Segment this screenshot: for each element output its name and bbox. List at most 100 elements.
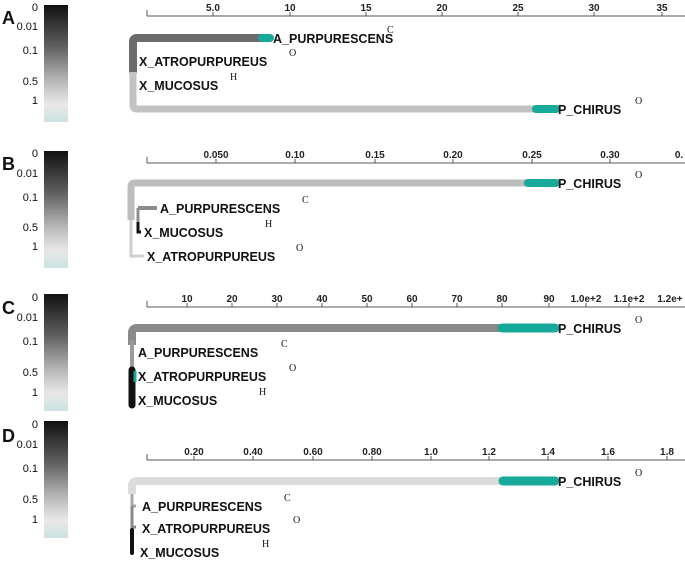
tick-label: 0.050 xyxy=(203,150,228,161)
tick-label: 0.30 xyxy=(600,150,620,161)
axis-c: 10 20 30 40 50 60 70 80 90 1.0e+2 1.1e+2… xyxy=(146,294,685,308)
tick-label: 5.0 xyxy=(206,3,220,14)
tick-label: 1.2e+ xyxy=(657,294,682,305)
tick-label: 30 xyxy=(271,294,283,305)
tick-label: 1.0e+2 xyxy=(571,294,602,305)
tick-label: 0.10 xyxy=(285,150,305,161)
tick-label: 0. xyxy=(675,150,684,161)
scale-label-0.1: 0.1 xyxy=(23,192,38,204)
tick-label: 20 xyxy=(436,3,448,14)
tick-label: 1.2 xyxy=(482,447,496,458)
scale-label-1: 1 xyxy=(32,514,38,526)
leaf-label: X_MUCOSUS xyxy=(139,79,218,93)
panel-letter-c: C xyxy=(2,298,15,318)
tick-label: 0.20 xyxy=(443,150,463,161)
tick-label: 1.1e+2 xyxy=(614,294,645,305)
tick-label: 20 xyxy=(226,294,238,305)
scale-label-0: 0 xyxy=(32,292,38,304)
leaf-label: X_ATROPURPUREUS xyxy=(147,250,275,264)
color-scale-bar xyxy=(44,151,68,268)
leaf-superscript: O xyxy=(289,48,296,59)
tree-c: P_CHIRUS O A_PURPURESCENS C X_ATROPURPUR… xyxy=(128,315,642,409)
scale-label-1: 1 xyxy=(32,241,38,253)
tick-label: 60 xyxy=(406,294,418,305)
scale-label-1: 1 xyxy=(32,95,38,107)
color-scale-c: 0 0.01 0.1 0.5 1 xyxy=(17,292,68,411)
axis-d: 0.20 0.40 0.60 0.80 1.0 1.2 1.4 1.6 1.8 xyxy=(146,447,685,461)
tree-b: P_CHIRUS O A_PURPURESCENS C X_MUCOSUS H … xyxy=(127,170,642,264)
tick-label: 0.25 xyxy=(522,150,542,161)
tick-label: 70 xyxy=(451,294,463,305)
leaf-label: P_CHIRUS xyxy=(558,103,621,117)
scale-label-0.01: 0.01 xyxy=(17,21,38,33)
branch-p-chirus xyxy=(128,324,502,345)
tick-label: 0.40 xyxy=(243,447,263,458)
leaf-superscript: C xyxy=(387,25,394,36)
color-scale-bar xyxy=(44,294,68,411)
leaf-superscript: C xyxy=(281,339,288,350)
branch-a-purpurescens xyxy=(130,494,136,508)
tick-label: 90 xyxy=(543,294,555,305)
leaf-label: X_MUCOSUS xyxy=(140,546,219,560)
tick-label: 1.8 xyxy=(660,447,674,458)
color-scale-bar xyxy=(44,5,68,122)
panel-letter-d: D xyxy=(2,426,15,446)
panel-letter-a: A xyxy=(2,8,15,28)
panel-b: B 0 0.01 0.1 0.5 1 0.050 0.10 0.15 0.20 … xyxy=(2,148,685,268)
panel-c: C 0 0.01 0.1 0.5 1 10 20 30 40 50 60 70 … xyxy=(2,292,685,411)
branch-p-chirus xyxy=(129,72,538,113)
panel-letter-b: B xyxy=(2,154,15,174)
scale-label-0.01: 0.01 xyxy=(17,168,38,180)
leaf-superscript: O xyxy=(635,96,642,107)
color-scale-bar xyxy=(44,421,68,538)
leaf-superscript: H xyxy=(262,539,269,550)
leaf-label: A_PURPURESCENS xyxy=(142,500,262,514)
tick-label: 1.0 xyxy=(424,447,438,458)
leaf-label: P_CHIRUS xyxy=(558,177,621,191)
panel-a: A 0 0.01 0.1 0.5 1 5.0 10 15 20 25 30 35 xyxy=(2,2,685,122)
panel-d: D 0 0.01 0.1 0.5 1 0.20 0.40 0.60 0.80 1… xyxy=(2,419,685,560)
tick-label: 30 xyxy=(588,3,600,14)
branch-x-mucosus xyxy=(136,222,141,234)
scale-label-1: 1 xyxy=(32,387,38,399)
leaf-superscript: O xyxy=(293,515,300,526)
scale-label-0.1: 0.1 xyxy=(23,463,38,475)
leaf-label: A_PURPURESCENS xyxy=(160,202,280,216)
leaf-superscript: H xyxy=(230,72,237,83)
leaf-label: X_ATROPURPUREUS xyxy=(138,370,266,384)
scale-label-0.01: 0.01 xyxy=(17,312,38,324)
tree-a: A_PURPURESCENS C X_ATROPURPUREUS O X_MUC… xyxy=(129,25,642,117)
leaf-superscript: O xyxy=(635,170,642,181)
scale-label-0.5: 0.5 xyxy=(23,494,38,506)
scale-label-0.5: 0.5 xyxy=(23,222,38,234)
tick-label: 50 xyxy=(361,294,373,305)
leaf-label: P_CHIRUS xyxy=(558,475,621,489)
branch-a-purpurescens xyxy=(129,34,266,76)
tick-label: 25 xyxy=(512,3,524,14)
leaf-label: A_PURPURESCENS xyxy=(273,32,393,46)
branch-p-chirus xyxy=(127,179,530,220)
leaf-label: P_CHIRUS xyxy=(558,322,621,336)
tick-label: 10 xyxy=(284,3,296,14)
leaf-superscript: H xyxy=(265,219,272,230)
leaf-superscript: O xyxy=(296,243,303,254)
leaf-superscript: O xyxy=(635,315,642,326)
scale-label-0.5: 0.5 xyxy=(23,76,38,88)
leaf-label: X_ATROPURPUREUS xyxy=(142,522,270,536)
scale-label-0: 0 xyxy=(32,419,38,431)
leaf-superscript: O xyxy=(635,468,642,479)
tick-label: 40 xyxy=(316,294,328,305)
axis-a: 5.0 10 15 20 25 30 35 xyxy=(146,3,685,17)
branch-x-atropurpureus xyxy=(129,220,144,258)
tick-label: 1.4 xyxy=(541,447,555,458)
tick-label: 0.15 xyxy=(365,150,385,161)
scale-label-0: 0 xyxy=(32,2,38,14)
scale-label-0.1: 0.1 xyxy=(23,336,38,348)
scale-label-0.01: 0.01 xyxy=(17,439,38,451)
tick-label: 1.6 xyxy=(601,447,615,458)
scale-label-0: 0 xyxy=(32,148,38,160)
scale-label-0.5: 0.5 xyxy=(23,367,38,379)
tick-label: 80 xyxy=(496,294,508,305)
leaf-superscript: C xyxy=(284,493,291,504)
